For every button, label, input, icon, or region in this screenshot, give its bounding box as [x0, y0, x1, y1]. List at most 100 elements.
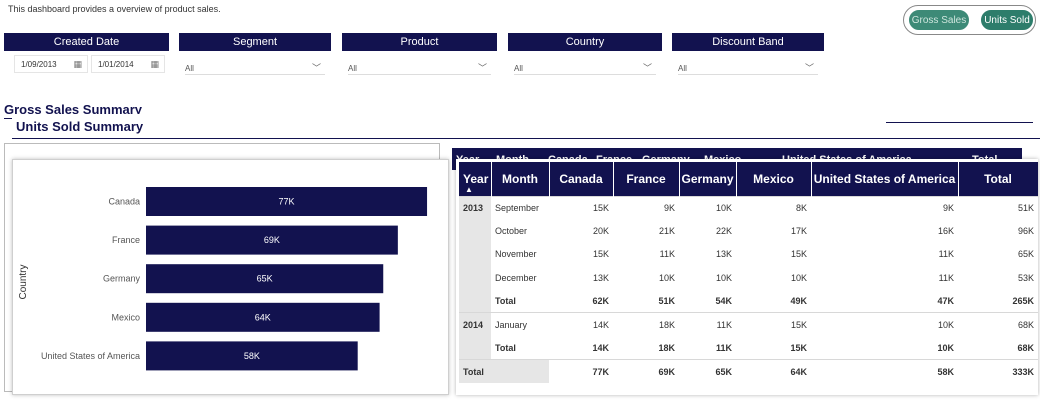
subtotal-row: Total 14K 18K 11K 15K 10K 68K	[459, 336, 1038, 360]
segment-dropdown[interactable]: All ﹀	[185, 55, 325, 75]
value-cell: 13K	[592, 272, 609, 283]
month-cell: December	[491, 266, 549, 290]
month-cell: October	[491, 219, 549, 243]
value-cell: 18K	[613, 312, 679, 337]
year-cell	[459, 242, 491, 267]
value-cell: 15K	[736, 312, 811, 337]
month-cell: Total	[491, 336, 549, 360]
value-cell: 58K	[811, 359, 958, 384]
data-label: 58K	[244, 351, 260, 361]
category-label: Mexico	[111, 312, 140, 322]
month-cell: September	[491, 195, 549, 220]
value-cell: 17K	[790, 226, 807, 237]
year-cell	[459, 266, 491, 290]
bar[interactable]	[146, 341, 358, 371]
year-cell: 2013	[459, 195, 491, 220]
value-cell: 11K	[679, 312, 736, 337]
units-by-country-chart: Country Canada 77K France 69K Germany 65K Mexic…	[12, 159, 449, 395]
column-header-france[interactable]: France	[613, 162, 680, 196]
column-header-month[interactable]: Month	[491, 162, 550, 196]
segment-filter: Segment All ﹀	[179, 33, 331, 75]
section-title: Units Sold Summary	[16, 119, 144, 134]
month-cell: November	[491, 242, 549, 267]
value-cell: 14K	[592, 342, 609, 353]
discount-band-dropdown-value: All	[678, 64, 687, 73]
country-filter-label: Country	[508, 33, 662, 51]
data-label: 64K	[255, 312, 271, 322]
bar[interactable]	[146, 187, 428, 216]
column-header-mexico[interactable]: Mexico	[736, 162, 812, 196]
value-cell: 69K	[613, 359, 679, 384]
start-date-input[interactable]: 1/09/2013 ▦	[14, 55, 88, 73]
value-cell: 10K	[937, 342, 954, 353]
grand-total-row: Total 77K 69K 65K 64K 58K 333K	[459, 359, 1038, 384]
product-dropdown[interactable]: All ﹀	[348, 55, 491, 75]
end-date-input[interactable]: 1/01/2014 ▦	[91, 55, 165, 73]
category-label: France	[112, 235, 140, 245]
value-cell: 15K	[790, 342, 807, 353]
value-cell: 15K	[592, 249, 609, 260]
value-cell: 14K	[549, 312, 613, 337]
table-row: 2014 January 14K 18K 11K 15K 10K 68K	[459, 312, 1038, 337]
value-cell: 51K	[958, 195, 1038, 220]
bar[interactable]	[146, 264, 384, 294]
value-cell: 11K	[715, 342, 732, 353]
table-header-row: Year ▲ Month Canada France Germany Mexic…	[459, 162, 1038, 196]
value-cell: 11K	[659, 249, 675, 260]
units-matrix-card: Year ▲ Month Canada France Germany Mexic…	[456, 159, 1038, 395]
column-header-total[interactable]: Total	[958, 162, 1038, 196]
calendar-icon[interactable]: ▦	[73, 59, 82, 69]
sort-ascending-icon[interactable]: ▲	[465, 184, 473, 194]
measure-toggle: Gross Sales Units Sold	[903, 5, 1036, 35]
value-cell: 9K	[613, 195, 679, 220]
category-label: Germany	[103, 274, 141, 284]
column-header-germany[interactable]: Germany	[679, 162, 737, 196]
value-cell: 265K	[1012, 296, 1034, 306]
discount-band-dropdown[interactable]: All ﹀	[678, 55, 818, 75]
bar[interactable]	[146, 225, 398, 255]
value-cell: 9K	[811, 195, 958, 220]
year-cell: 2014	[459, 312, 491, 337]
value-cell: 68K	[1017, 342, 1034, 353]
divider	[886, 122, 1033, 123]
value-cell: 10K	[811, 312, 958, 337]
start-date-value: 1/09/2013	[21, 60, 57, 69]
value-cell: 22K	[715, 226, 732, 237]
column-header-usa[interactable]: United States of America	[811, 162, 959, 196]
bar[interactable]	[146, 302, 380, 332]
country-dropdown[interactable]: All ﹀	[514, 55, 656, 75]
table-row: October 20K 21K 22K 17K 16K 96K	[459, 219, 1038, 243]
calendar-icon[interactable]: ▦	[150, 59, 159, 69]
gross-sales-button[interactable]: Gross Sales	[908, 9, 970, 31]
value-cell: 54K	[715, 296, 732, 306]
value-cell: 49K	[790, 296, 807, 306]
background-section-title: Gross Sales Summary	[4, 102, 143, 114]
segment-filter-label: Segment	[179, 33, 331, 51]
product-dropdown-value: All	[348, 64, 357, 73]
value-cell: 11K	[938, 249, 954, 260]
product-filter: Product All ﹀	[342, 33, 497, 75]
category-label: United States of America	[41, 351, 140, 361]
value-cell: 333K	[958, 359, 1038, 384]
table-row: December 13K 10K 10K 10K 11K 53K	[459, 266, 1038, 290]
value-cell: 15K	[549, 195, 613, 220]
value-cell: 11K	[938, 272, 954, 283]
column-header-canada[interactable]: Canada	[549, 162, 614, 196]
value-cell: 65K	[679, 359, 736, 384]
created-date-filter: Created Date 1/09/2013 ▦ 1/01/2014 ▦	[4, 33, 169, 75]
bar-chart-svg: Country Canada 77K France 69K Germany 65K Mexic…	[18, 187, 428, 371]
chevron-down-icon: ﹀	[642, 63, 652, 73]
dashboard-description: This dashboard provides a overview of pr…	[8, 4, 221, 14]
year-cell: Total	[459, 359, 549, 384]
year-cell	[459, 336, 491, 360]
value-cell: 21K	[658, 226, 675, 237]
value-cell: 77K	[549, 359, 613, 384]
units-sold-button[interactable]: Units Sold	[980, 9, 1034, 31]
chevron-down-icon: ﹀	[311, 63, 321, 73]
chevron-down-icon: ﹀	[804, 63, 814, 73]
value-cell: 53K	[1017, 272, 1034, 283]
column-header-year[interactable]: Year ▲	[459, 162, 492, 196]
discount-band-filter: Discount Band All ﹀	[672, 33, 824, 75]
product-filter-label: Product	[342, 33, 497, 51]
category-label: Canada	[108, 197, 140, 207]
